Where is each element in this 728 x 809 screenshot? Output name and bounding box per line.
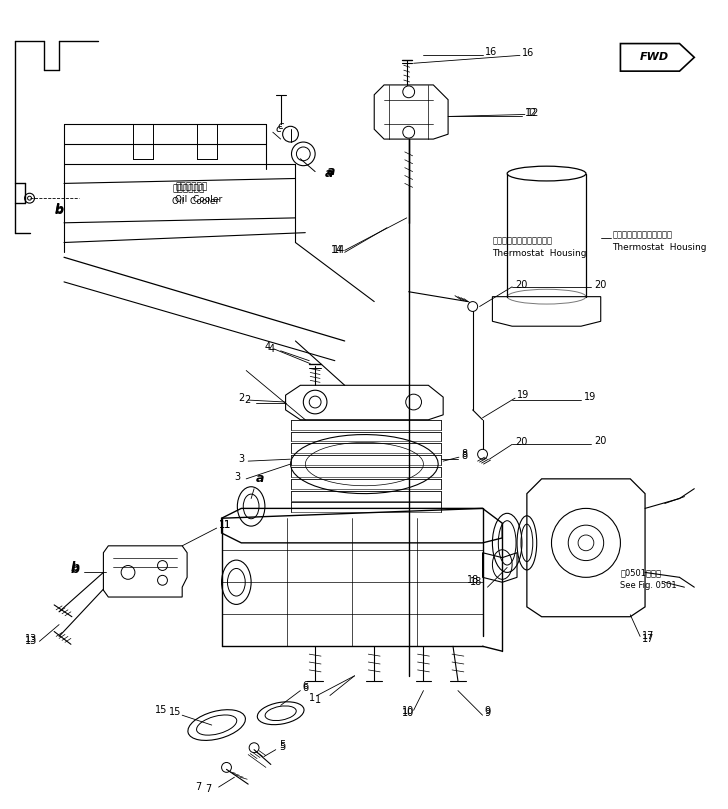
Text: オイルクーラ: オイルクーラ xyxy=(173,184,205,193)
Text: 12: 12 xyxy=(527,108,539,117)
Text: Thermostat  Housing: Thermostat Housing xyxy=(612,243,707,252)
Text: 第0501図参照: 第0501図参照 xyxy=(620,568,662,577)
Text: b: b xyxy=(71,561,80,574)
Text: Oil  Cooler: Oil Cooler xyxy=(175,195,223,204)
Text: 9: 9 xyxy=(485,706,491,716)
Text: 19: 19 xyxy=(584,392,596,402)
Text: 1: 1 xyxy=(309,693,315,704)
Text: 4: 4 xyxy=(269,344,275,354)
Text: 10: 10 xyxy=(402,706,414,716)
Text: 20: 20 xyxy=(515,280,527,290)
Text: 20: 20 xyxy=(594,436,606,447)
Text: 5: 5 xyxy=(279,739,285,750)
Text: c: c xyxy=(276,125,282,134)
Text: Thermostat  Housing: Thermostat Housing xyxy=(492,249,587,258)
Text: 18: 18 xyxy=(470,578,483,587)
Text: 11: 11 xyxy=(218,520,231,530)
Text: 14: 14 xyxy=(331,245,343,256)
Text: 11: 11 xyxy=(218,520,231,530)
Text: 4: 4 xyxy=(265,342,271,352)
Text: 15: 15 xyxy=(170,707,182,718)
Text: 2: 2 xyxy=(244,395,250,405)
Text: a: a xyxy=(325,167,333,180)
Text: See Fig. 0501: See Fig. 0501 xyxy=(620,581,677,590)
Text: 18: 18 xyxy=(467,575,480,585)
Text: 20: 20 xyxy=(515,438,527,447)
Text: c: c xyxy=(277,121,284,131)
Text: 8: 8 xyxy=(461,451,467,461)
Text: 3: 3 xyxy=(238,454,244,464)
Text: 16: 16 xyxy=(522,49,534,58)
Text: 1: 1 xyxy=(315,696,321,705)
Text: 20: 20 xyxy=(594,280,606,290)
Text: 6: 6 xyxy=(302,680,309,691)
Text: 15: 15 xyxy=(155,705,167,715)
Text: 16: 16 xyxy=(485,48,496,57)
Text: 3: 3 xyxy=(234,472,240,482)
Text: a: a xyxy=(256,472,264,485)
Text: 17: 17 xyxy=(642,631,654,642)
Text: 9: 9 xyxy=(485,708,491,718)
Text: 12: 12 xyxy=(525,108,537,118)
Text: Oil  Cooler: Oil Cooler xyxy=(173,197,220,205)
Text: 2: 2 xyxy=(238,393,244,403)
Text: 7: 7 xyxy=(205,784,211,794)
Text: 10: 10 xyxy=(402,708,414,718)
Text: 6: 6 xyxy=(302,683,309,693)
Text: 7: 7 xyxy=(196,782,202,792)
Text: サーモスタットハウジング: サーモスタットハウジング xyxy=(492,236,553,245)
Text: 19: 19 xyxy=(517,390,529,400)
Text: b: b xyxy=(54,205,63,218)
Text: 13: 13 xyxy=(25,637,37,646)
Text: b: b xyxy=(54,202,63,215)
Text: 5: 5 xyxy=(279,742,285,752)
Text: 13: 13 xyxy=(25,634,37,645)
Text: b: b xyxy=(71,563,80,576)
Text: サーモスタットハウジング: サーモスタットハウジング xyxy=(612,230,673,239)
Text: a: a xyxy=(327,165,336,178)
Text: 8: 8 xyxy=(461,449,467,460)
Text: FWD: FWD xyxy=(640,53,669,62)
Text: オイルクーラ: オイルクーラ xyxy=(175,182,207,191)
Text: 17: 17 xyxy=(642,634,654,645)
Text: 14: 14 xyxy=(333,245,345,256)
